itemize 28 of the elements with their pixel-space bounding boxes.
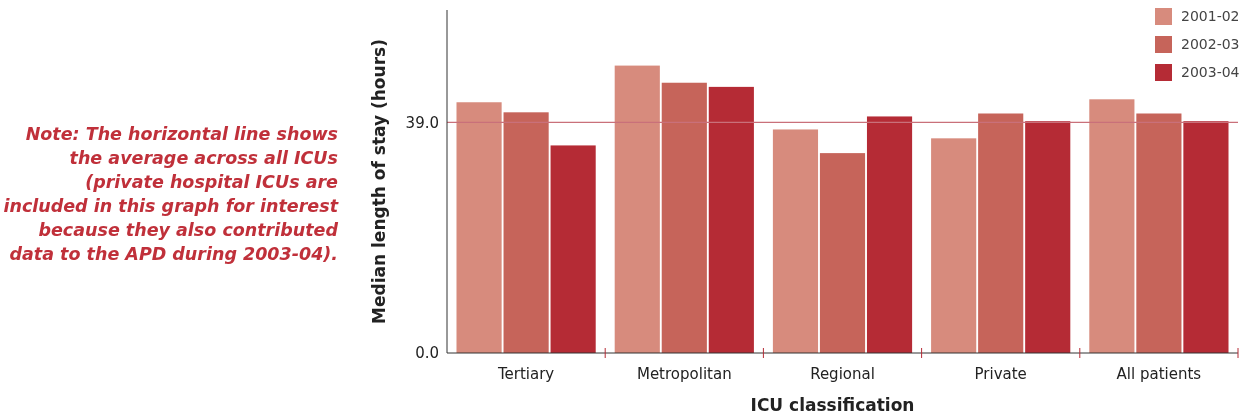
bar xyxy=(931,138,977,353)
bar xyxy=(978,113,1024,353)
bar xyxy=(1089,99,1135,353)
bar xyxy=(1025,121,1071,353)
x-axis-title: ICU classification xyxy=(750,395,915,415)
x-tick-label: Regional xyxy=(810,365,875,383)
bar xyxy=(708,86,754,353)
bar xyxy=(614,65,660,353)
y-tick-label: 0.0 xyxy=(415,344,439,363)
x-tick-label: Private xyxy=(974,365,1027,383)
legend-label: 2003-04 xyxy=(1181,64,1240,81)
bar xyxy=(456,102,502,353)
y-tick-label: 39.0 xyxy=(405,113,439,132)
bar xyxy=(866,116,913,353)
legend-label: 2002-03 xyxy=(1181,36,1240,53)
bar xyxy=(1183,121,1229,353)
bar xyxy=(503,112,549,353)
bar xyxy=(1136,113,1182,353)
text: Note: The horizontal line shows the average across all ICUs (private hospital ICUs are included in this graph for interest because they also contributed data to the APD during 2003-04). xyxy=(3,124,339,264)
x-tick-label: All patients xyxy=(1116,365,1202,383)
x-tick-label: Tertiary xyxy=(496,365,555,383)
bar xyxy=(550,145,596,353)
bar xyxy=(661,82,707,353)
bar xyxy=(772,129,819,353)
legend-label: 2001-02 xyxy=(1181,8,1240,25)
y-axis-title: Median length of stay (hours) xyxy=(369,39,389,324)
x-tick-label: Metropolitan xyxy=(636,365,732,383)
bar xyxy=(819,153,866,353)
